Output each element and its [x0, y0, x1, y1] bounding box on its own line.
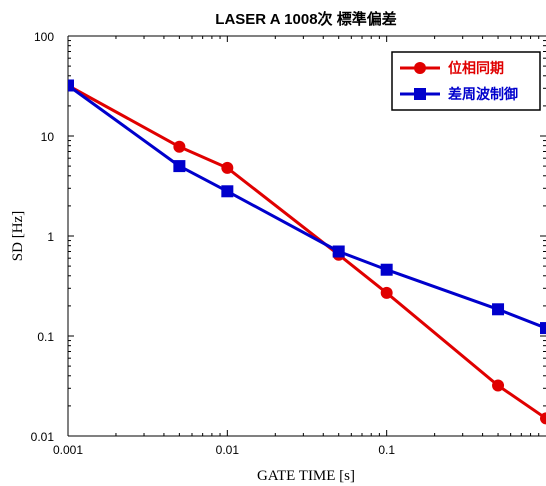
series-line [68, 84, 546, 330]
data-point [492, 303, 505, 316]
legend-marker [414, 88, 426, 100]
x-tick-label: 0.01 [216, 443, 240, 457]
data-point [221, 185, 234, 198]
series-line [68, 84, 546, 420]
data-point [492, 379, 505, 392]
y-tick-label: 0.01 [31, 430, 55, 444]
data-point [540, 412, 546, 425]
legend-label: 位相同期 [448, 60, 504, 76]
legend-marker [414, 62, 426, 74]
series-layer [68, 79, 546, 425]
y-tick-label: 10 [41, 130, 55, 144]
data-point [173, 160, 186, 173]
minor-ticks [67, 35, 546, 437]
y-tick-label: 0.1 [37, 330, 54, 344]
y-tick-label: 1 [47, 230, 54, 244]
y-tick-labels: 100 10 1 0.1 0.01 [31, 30, 55, 444]
data-point [68, 79, 74, 92]
data-point [221, 161, 234, 174]
data-point [380, 286, 393, 299]
x-tick-labels: 0.001 0.01 0.1 [53, 443, 395, 457]
data-point [173, 140, 186, 153]
chart-title: LASER A 1008次 標準偏差 [215, 10, 396, 28]
x-tick-label: 0.1 [378, 443, 395, 457]
x-tick-label: 0.001 [53, 443, 83, 457]
legend-box [391, 51, 541, 111]
legend-label: 差周波制御 [448, 86, 518, 102]
data-point [332, 245, 345, 258]
data-point [540, 322, 546, 335]
y-tick-label: 100 [34, 30, 54, 44]
x-axis-label: GATE TIME [s] [257, 468, 355, 484]
series-2 [68, 79, 546, 335]
data-point [380, 263, 393, 276]
y-axis-label: SD [Hz] [10, 211, 26, 261]
series-1 [68, 79, 546, 425]
